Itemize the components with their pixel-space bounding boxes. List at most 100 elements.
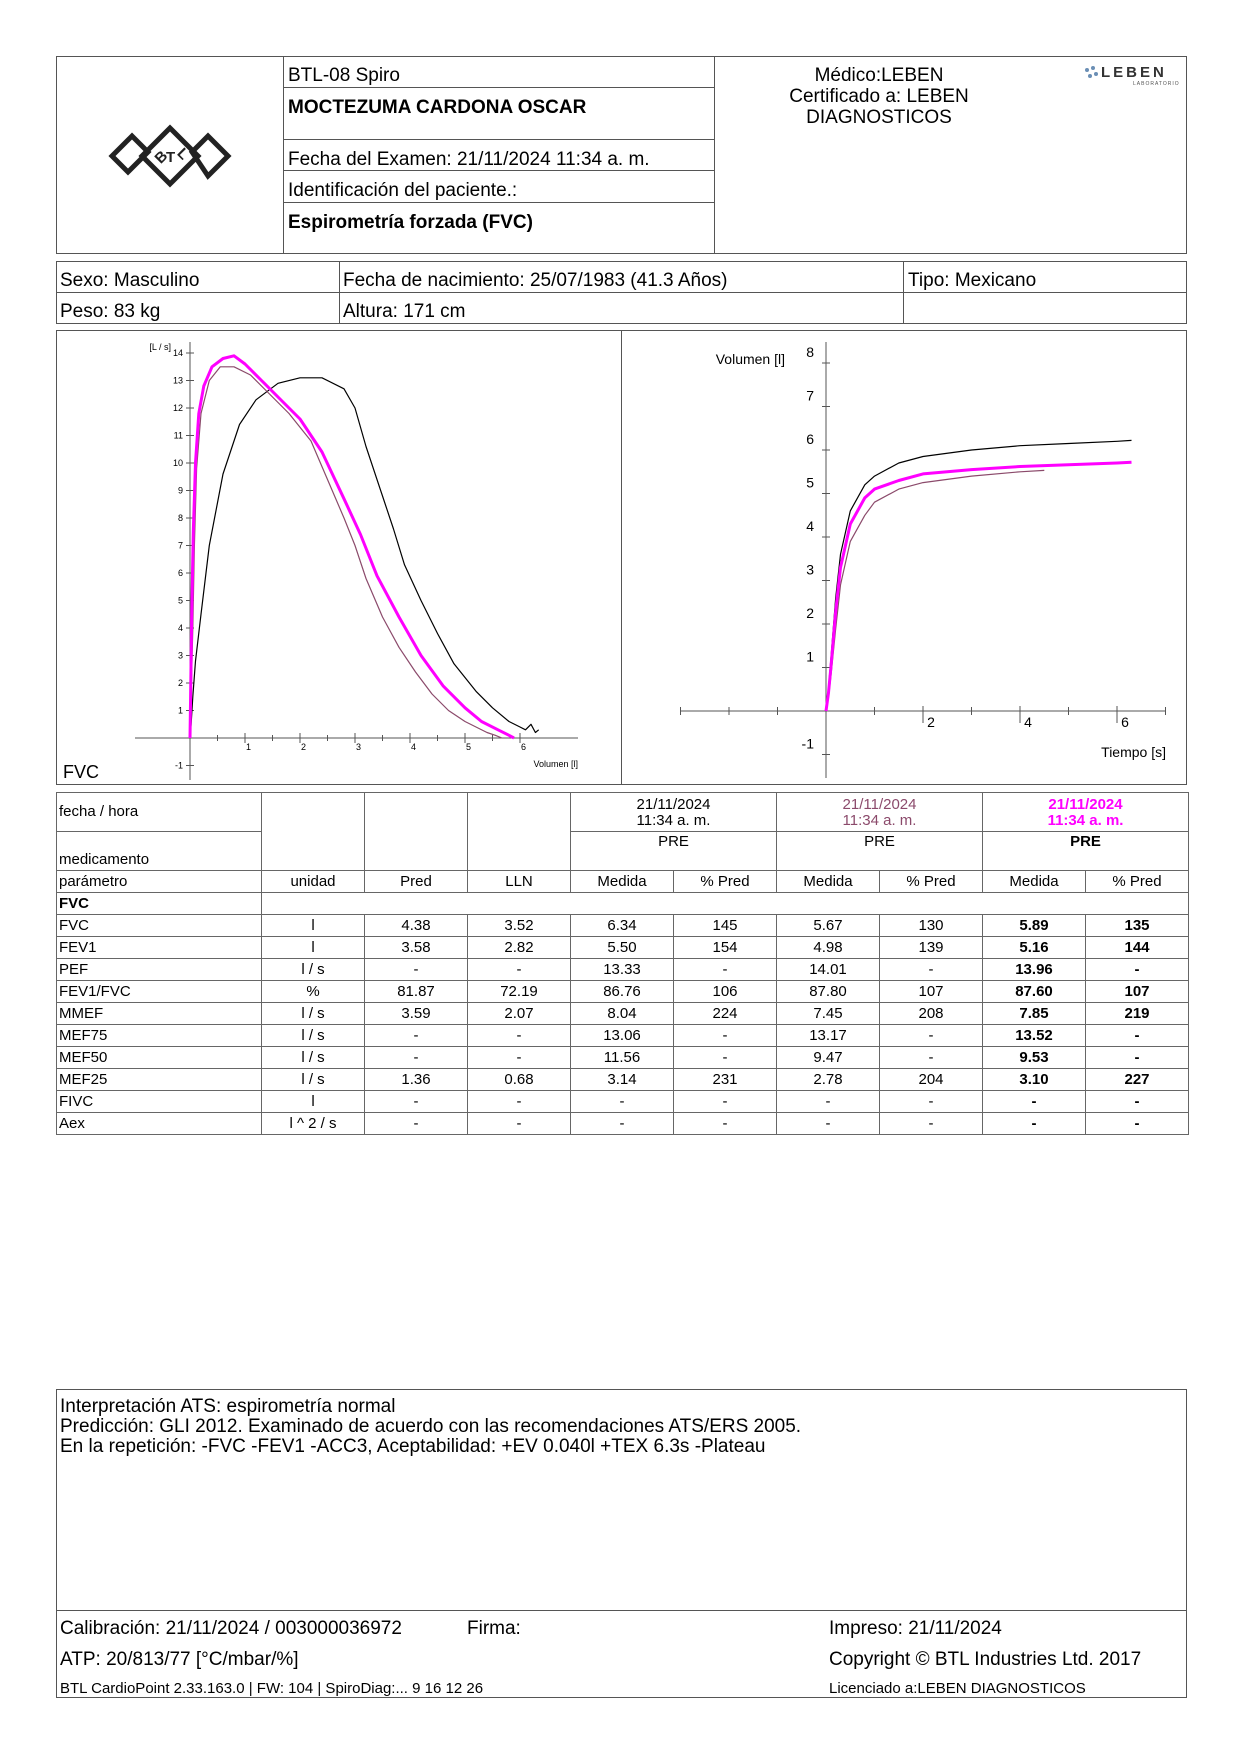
table-cell: 7.45 xyxy=(776,1002,880,1025)
blank-header-cell xyxy=(467,792,571,871)
trial-medication: PRE xyxy=(776,831,983,871)
interpretation-line2: Predicción: GLI 2012. Examinado de acuer… xyxy=(60,1416,802,1437)
table-cell: - xyxy=(364,1112,468,1135)
atp: ATP: 20/813/77 [°C/mbar/%] xyxy=(60,1649,299,1670)
trial-header: 21/11/2024 11:34 a. m. xyxy=(776,792,983,832)
table-cell: 219 xyxy=(1084,1002,1190,1025)
charts-divider xyxy=(621,330,622,785)
software-version: BTL CardioPoint 2.33.163.0 | FW: 104 | S… xyxy=(60,1680,484,1697)
table-cell: - xyxy=(673,958,777,981)
column-header: Pred xyxy=(364,870,468,893)
table-cell: - xyxy=(467,1046,571,1069)
column-header: parámetro xyxy=(56,870,262,893)
parameter-name: MEF25 xyxy=(56,1068,262,1091)
header-block xyxy=(56,56,1187,254)
table-cell: - xyxy=(467,1090,571,1113)
table-cell: 81.87 xyxy=(364,980,468,1003)
table-cell: l / s xyxy=(261,958,365,981)
parameter-name: FIVC xyxy=(56,1090,262,1113)
table-cell: - xyxy=(776,1090,880,1113)
table-cell: - xyxy=(570,1090,674,1113)
patient-sex: Sexo: Masculino xyxy=(60,270,200,291)
table-cell: 144 xyxy=(1084,936,1190,959)
table-cell: 231 xyxy=(673,1068,777,1091)
column-header: LLN xyxy=(467,870,571,893)
patient-name: MOCTEZUMA CARDONA OSCAR xyxy=(288,97,587,118)
table-row: FVC l 4.38 3.52 6.34 145 5.67 130 5.89 135 xyxy=(56,914,1190,937)
table-row: FIVC l - - - - - - - - xyxy=(56,1090,1190,1113)
table-cell: 3.10 xyxy=(982,1068,1086,1091)
table-cell: l xyxy=(261,1090,365,1113)
interpretation-text: Interpretación ATS: espirometría normal … xyxy=(60,1397,801,1457)
table-cell: l xyxy=(261,936,365,959)
table-cell: - xyxy=(1084,1046,1190,1069)
table-cell: l xyxy=(261,914,365,937)
header-row-line xyxy=(283,202,714,203)
doctor: Médico:LEBEN xyxy=(814,65,944,86)
table-cell: 3.58 xyxy=(364,936,468,959)
table-header-row: fecha / hora 21/11/2024 11:34 a. m. 21/11/2… xyxy=(56,792,1190,871)
table-row: MEF25 l / s 1.36 0.68 3.14 231 2.78 204 3.10 227 xyxy=(56,1068,1190,1091)
table-cell: 6.34 xyxy=(570,914,674,937)
table-cell: 13.96 xyxy=(982,958,1086,981)
table-cell: 3.52 xyxy=(467,914,571,937)
table-row: MMEF l / s 3.59 2.07 8.04 224 7.45 208 7.85 219 xyxy=(56,1002,1190,1025)
header-row-line xyxy=(283,87,714,88)
btl-logo: B T L xyxy=(108,122,232,190)
table-cell: 3.59 xyxy=(364,1002,468,1025)
table-cell: - xyxy=(570,1112,674,1135)
parameter-name: PEF xyxy=(56,958,262,981)
column-header: Medida xyxy=(776,870,880,893)
trial-time: 11:34 a. m. xyxy=(1047,812,1124,829)
table-cell: 5.16 xyxy=(982,936,1086,959)
printed-date: Impreso: 21/11/2024 xyxy=(829,1618,1002,1639)
table-row: FEV1/FVC% 81.87 72.19 86.76 106 87.80 107 87.60… xyxy=(56,980,1190,1003)
table-cell: - xyxy=(776,1112,880,1135)
trial-time: 11:34 a. m. xyxy=(842,812,917,829)
signature-label: Firma: xyxy=(467,1618,521,1639)
column-header: Medida xyxy=(982,870,1086,893)
table-cell: 2.82 xyxy=(467,936,571,959)
table-cell: 2.07 xyxy=(467,1002,571,1025)
table-cell: - xyxy=(467,958,571,981)
table-cell: - xyxy=(879,1046,983,1069)
table-column-header-row: parámetro unidad Pred LLN Medida% Pred Medida… xyxy=(56,870,1190,893)
patient-divider xyxy=(339,261,340,324)
calibration: Calibración: 21/11/2024 / 003000036972 xyxy=(60,1618,402,1639)
blank-header-cell xyxy=(261,792,365,871)
table-row: PEF l / s - -13.33-14.01-13.96- xyxy=(56,958,1190,981)
btl-logo-l: L xyxy=(174,145,193,164)
table-cell: 11.56 xyxy=(570,1046,674,1069)
patient-weight: Peso: 83 kg xyxy=(60,301,161,322)
table-cell: 224 xyxy=(673,1002,777,1025)
table-cell: - xyxy=(467,1024,571,1047)
leben-logo-sub: LABORATORIO xyxy=(1133,81,1180,87)
table-cell: 208 xyxy=(879,1002,983,1025)
leben-logo: LEBEN LABORATORIO xyxy=(1081,62,1185,90)
patient-row-line xyxy=(56,292,1187,293)
parameter-name: MMEF xyxy=(56,1002,262,1025)
table-cell: 5.89 xyxy=(982,914,1086,937)
table-cell: 5.50 xyxy=(570,936,674,959)
patient-dob: Fecha de nacimiento: 25/07/1983 (41.3 Añ… xyxy=(343,270,728,291)
parameter-name: FEV1 xyxy=(56,936,262,959)
table-cell: 0.68 xyxy=(467,1068,571,1091)
table-cell: - xyxy=(1084,1112,1190,1135)
flow-chart-label: FVC xyxy=(63,762,99,782)
interpretation-line1: Interpretación ATS: espirometría normal xyxy=(60,1396,396,1417)
parameter-name: MEF50 xyxy=(56,1046,262,1069)
table-header-row: medicamento PRE PRE PRE xyxy=(56,831,1190,871)
test-type: Espirometría forzada (FVC) xyxy=(288,212,533,233)
trial-date: 21/11/2024 xyxy=(842,796,917,813)
trial-date: 21/11/2024 xyxy=(1048,796,1123,813)
table-cell: 72.19 xyxy=(467,980,571,1003)
patient-type: Tipo: Mexicano xyxy=(908,270,1037,291)
table-cell: 107 xyxy=(879,980,983,1003)
table-cell: 14.01 xyxy=(776,958,880,981)
leben-logo-text: LEBEN xyxy=(1101,64,1167,81)
table-cell: - xyxy=(879,1112,983,1135)
patient-id: Identificación del paciente.: xyxy=(288,180,518,201)
table-cell: - xyxy=(673,1024,777,1047)
trial-medication: PRE xyxy=(981,831,1190,871)
column-header: % Pred xyxy=(1084,870,1190,893)
